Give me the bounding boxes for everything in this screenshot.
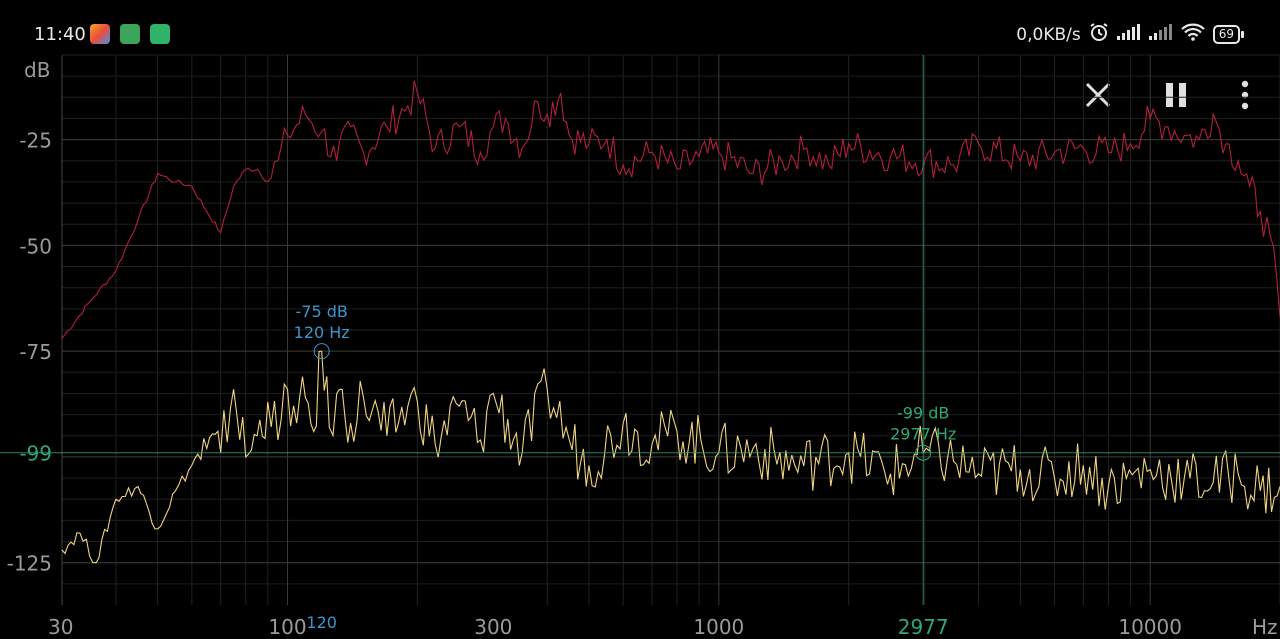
status-indicators: 0,0KB/s 69 <box>1016 22 1245 47</box>
net-speed: 0,0KB/s <box>1016 24 1081 45</box>
more-menu-button[interactable] <box>1228 78 1262 112</box>
battery-icon: 69 <box>1212 25 1245 44</box>
marker-circle <box>915 444 932 461</box>
x-tick-label: 10000 <box>1118 615 1182 639</box>
spectrum-line-1 <box>61 350 1280 564</box>
pause-icon <box>1166 83 1186 107</box>
signal-icon <box>1116 24 1141 45</box>
y-tick-label: -25 <box>19 129 52 153</box>
x-tick-label: 300 <box>474 615 512 639</box>
close-icon <box>1085 82 1111 108</box>
close-button[interactable] <box>1081 78 1115 112</box>
x-tick-label: 30 <box>48 615 73 639</box>
y-tick-label: -125 <box>7 552 52 576</box>
photos-icon <box>90 24 110 44</box>
marker-hz-label: 2977 Hz <box>890 425 956 444</box>
y-tick-label: -50 <box>19 234 52 258</box>
marker-circle <box>313 343 330 360</box>
more-vert-icon <box>1241 80 1249 110</box>
y-tick-label: -75 <box>19 340 52 364</box>
x-tick-label: 1000 <box>693 615 744 639</box>
battery-saver-icon <box>120 24 140 44</box>
phone-call-icon <box>150 24 170 44</box>
grid-minor <box>61 54 1280 605</box>
wifi-icon <box>1180 23 1205 46</box>
marker-db-label: -75 dB <box>295 302 347 321</box>
grid-major <box>61 55 1280 605</box>
y-axis-title: dB <box>24 58 50 82</box>
status-time: 11:40 <box>34 24 86 45</box>
marker-hz-label: 120 Hz <box>294 323 350 342</box>
axis-labels: dB Hz -25 -50 -75 -125 30 100 300 1000 10000 <box>7 58 1278 639</box>
signal-icon-2 <box>1148 24 1173 45</box>
marker-x-axis-label: 120 <box>306 613 337 632</box>
x-tick-label: 100 <box>268 615 306 639</box>
pause-button[interactable] <box>1159 78 1193 112</box>
marker-db-label: -99 dB <box>897 404 949 423</box>
marker-y-axis-label: -99 <box>19 442 52 466</box>
spectrum-line-0 <box>61 80 1280 339</box>
status-bar: 11:40 0,0KB/s 69 <box>0 0 1280 60</box>
x-axis-title: Hz <box>1252 615 1278 639</box>
markers-layer: -75 dB 120 Hz 120 -99 -99 dB 2977 Hz 2977 <box>0 55 1280 639</box>
series-layer <box>61 80 1280 564</box>
marker-x-axis-label: 2977 <box>898 615 949 639</box>
alarm-icon <box>1089 22 1109 47</box>
